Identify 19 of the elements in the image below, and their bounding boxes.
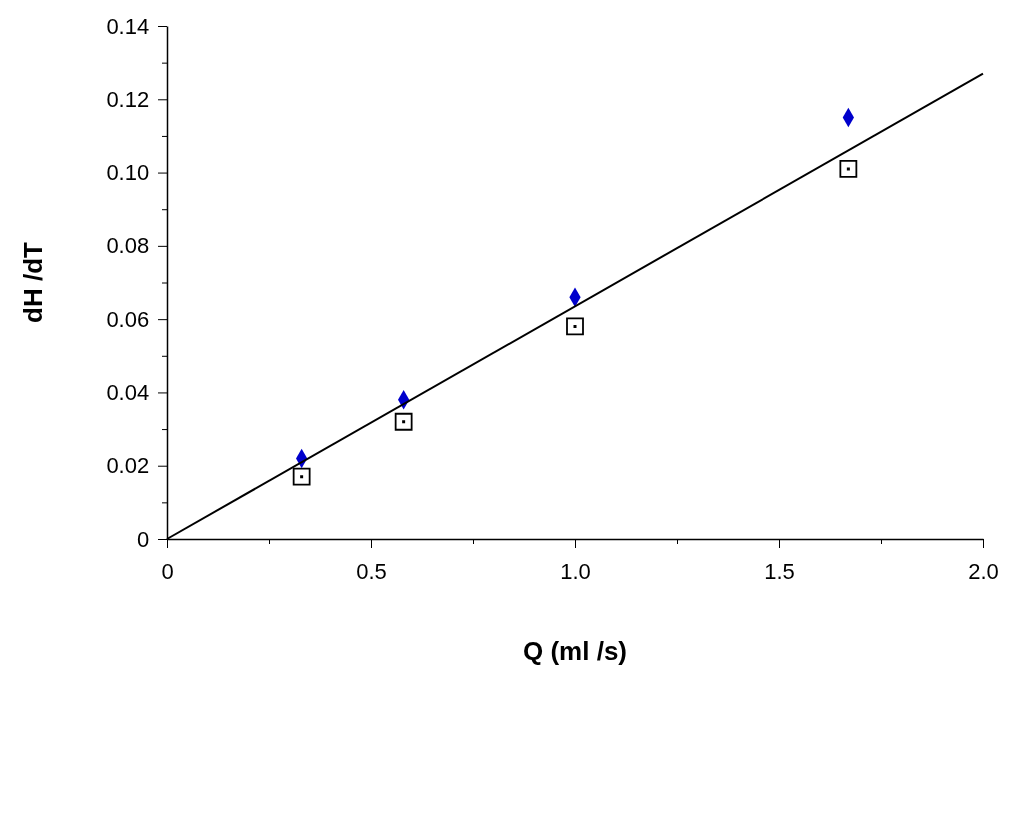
x-tick-label: 2.0 — [968, 558, 999, 584]
y-axis-title: dH /dT — [18, 241, 48, 323]
y-tick-label: 0 — [136, 526, 150, 552]
x-axis-title: Q (ml /s) — [522, 636, 628, 666]
point — [839, 160, 858, 178]
x-tick-label: 0.5 — [356, 558, 387, 584]
y-tick-label: 0.10 — [106, 160, 150, 186]
y-tick-label: 0.14 — [106, 13, 150, 39]
y-tick-label: 0.12 — [106, 86, 150, 112]
x-tick-label: 1.0 — [560, 558, 591, 584]
y-tick-label: 0.04 — [106, 379, 150, 405]
x-tick-label: 1.5 — [764, 558, 795, 584]
x-tick-label: 0 — [161, 558, 174, 584]
y-tick-label: 0.08 — [106, 233, 150, 259]
point — [566, 317, 584, 336]
y-tick-label: 0.02 — [106, 453, 150, 479]
y-tick-label: 0.06 — [106, 306, 150, 332]
point — [292, 467, 311, 486]
point — [394, 412, 413, 431]
